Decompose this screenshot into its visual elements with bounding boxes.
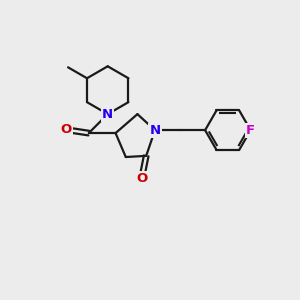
Text: N: N xyxy=(149,124,161,137)
Text: O: O xyxy=(136,172,147,185)
Text: F: F xyxy=(246,124,255,137)
Text: N: N xyxy=(102,108,113,121)
Text: O: O xyxy=(61,123,72,136)
